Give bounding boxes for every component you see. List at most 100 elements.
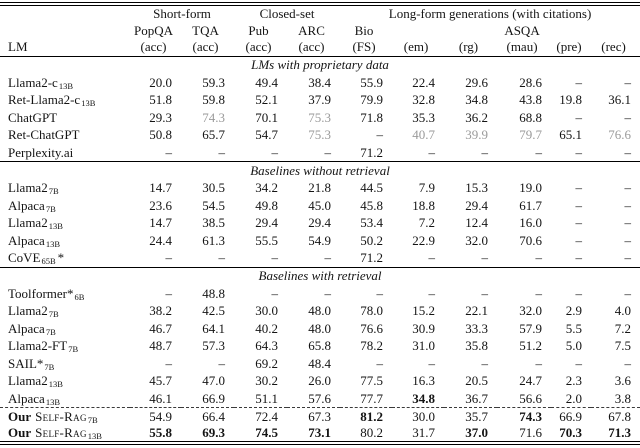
model-size-subscript: 13B <box>58 80 73 91</box>
model-name: Self-Rag <box>35 425 87 440</box>
metric-value-cell: – <box>481 355 489 371</box>
metric-value-cell: 48.0 <box>308 320 332 336</box>
table-row: Alpaca13B 46.1 66.9 51.1 57.6 77.7 34.8 36.7 56.… <box>0 390 640 408</box>
metric-value-cell: 64.3 <box>255 338 278 354</box>
column-task-header: ARC <box>298 22 325 38</box>
metric-value-cell: 16.3 <box>412 373 436 389</box>
metric-value-cell: 7.5 <box>614 338 632 354</box>
metric-value-cell: – <box>376 355 384 371</box>
metric-value-cell: 55.5 <box>255 232 278 248</box>
metric-value-cell: – <box>218 144 226 160</box>
metric-value-cell: 74.3 <box>202 109 225 125</box>
metric-value-cell: 19.0 <box>519 180 543 196</box>
header-corner-cell <box>0 22 130 39</box>
metric-value-cell: – <box>624 215 632 231</box>
metric-value-cell: 40.2 <box>255 320 278 336</box>
metric-value-cell: 18.8 <box>412 197 436 213</box>
metric-value-cell: – <box>428 285 436 301</box>
metric-value-cell: – <box>428 355 436 371</box>
lm-column-header: LM <box>0 39 130 57</box>
metric-value-cell: 68.8 <box>519 109 543 125</box>
model-name: Llama2 <box>8 215 48 231</box>
metric-value-cell: 80.2 <box>340 425 393 445</box>
metric-value-cell: 50.2 <box>360 232 384 248</box>
model-name-cell: Ret-Llama2-c13B <box>0 92 130 110</box>
metric-value-cell: 48.8 <box>202 285 225 301</box>
metric-value-cell: – <box>624 180 632 196</box>
metric-value-cell: 42.5 <box>202 303 225 319</box>
metric-value-cell: 59.3 <box>202 74 225 90</box>
metric-value-cell: – <box>575 355 583 371</box>
metric-value-cell: 26.0 <box>308 373 332 389</box>
metric-value-cell: – <box>624 197 632 213</box>
model-size-subscript: 7B <box>45 326 56 337</box>
model-name-cell: Perplexity.ai <box>0 144 130 162</box>
column-metric-header: (mau) <box>497 39 552 57</box>
metric-value-cell: 61.3 <box>202 232 225 248</box>
model-name-suffix: * <box>57 250 65 265</box>
metric-value-cell: 22.4 <box>412 74 436 90</box>
metric-value-cell: 30.0 <box>255 303 278 319</box>
metric-value-cell: 65.1 <box>559 127 583 143</box>
model-name: Ret-Llama2-c <box>8 92 81 108</box>
column-task-header <box>444 22 497 39</box>
column-task-header <box>591 22 640 39</box>
metric-value-cell: – <box>218 355 226 371</box>
metric-value-cell: – <box>324 285 332 301</box>
metric-value-cell: – <box>575 250 583 265</box>
column-task-header: Bio <box>354 22 374 38</box>
metric-value-cell: 71.6 <box>497 425 552 445</box>
metric-value-cell: 77.5 <box>360 373 384 389</box>
metric-value-cell: 49.4 <box>255 74 278 90</box>
metric-value-cell: 48.7 <box>149 338 172 354</box>
model-name: Alpaca <box>8 390 45 406</box>
header-corner-cell <box>0 2 130 22</box>
column-group-header: Long-form generations (with citations) <box>340 2 640 22</box>
metric-value-cell: 36.1 <box>608 92 632 108</box>
header-metric-row: LM (acc) (acc) (acc) (acc) (FS) (em) (rg) (mau)(… <box>0 39 640 57</box>
metric-value-cell: – <box>376 285 384 301</box>
metric-value-cell: 54.5 <box>202 197 225 213</box>
column-metric-header: (acc) <box>287 39 341 57</box>
metric-value-cell: 23.6 <box>149 197 172 213</box>
column-metric-header: (FS) <box>340 39 393 57</box>
metric-value-cell: – <box>324 144 332 160</box>
metric-value-cell: 75.3 <box>308 109 332 125</box>
metric-value-cell: 47.0 <box>202 373 225 389</box>
metric-value-cell: 30.5 <box>202 180 225 196</box>
metric-value-cell: 14.7 <box>149 215 172 231</box>
metric-value-cell: 65.8 <box>308 338 332 354</box>
table-row: Perplexity.ai – – – – 71.2 – – – – – <box>0 144 640 162</box>
metric-value-cell: – <box>481 250 489 265</box>
model-name-cell: Our Self-Rag13B <box>0 425 130 445</box>
table-row: Llama213B 14.7 38.5 29.4 29.4 53.4 7.2 12.4 16.0… <box>0 215 640 233</box>
metric-value-cell: 29.3 <box>149 109 172 125</box>
metric-value-cell: 38.5 <box>202 215 225 231</box>
metric-value-cell: – <box>624 144 632 160</box>
table-header: Short-form Closed-set Long-form generation… <box>0 2 640 57</box>
table-row: Ret-ChatGPT 50.8 65.7 54.7 75.3 – 40.7 39.9 79.7… <box>0 127 640 145</box>
metric-value-cell: 29.6 <box>465 74 489 90</box>
table-row: Alpaca7B 46.7 64.1 40.2 48.0 76.6 30.9 33.3 57.9… <box>0 320 640 338</box>
metric-value-cell: 34.2 <box>255 180 278 196</box>
table-row: Llama2-c13B 20.0 59.3 49.4 38.4 55.9 22.4 29.6 2… <box>0 74 640 92</box>
section-title-row: Baselines with retrieval <box>0 266 640 285</box>
metric-value-cell: 5.5 <box>565 320 583 336</box>
metric-value-cell: 32.0 <box>519 303 543 319</box>
metric-value-cell: – <box>271 144 279 160</box>
metric-value-cell: – <box>481 285 489 301</box>
metric-value-cell: 34.8 <box>465 92 489 108</box>
metric-value-cell: 75.3 <box>308 127 332 143</box>
metric-value-cell: 24.4 <box>149 232 172 248</box>
metric-value-cell: 32.0 <box>465 232 489 248</box>
metric-value-cell: – <box>624 355 632 371</box>
model-name: Llama2 <box>8 180 48 196</box>
metric-value-cell: 5.0 <box>565 338 583 354</box>
metric-value-cell: 55.8 <box>130 425 181 445</box>
metric-value-cell: 28.6 <box>519 74 543 90</box>
column-group-header: Closed-set <box>234 2 341 22</box>
model-name-cell: Toolformer*6B <box>0 285 130 303</box>
model-name: Llama2 <box>8 303 48 319</box>
metric-value-cell: 46.7 <box>149 320 172 336</box>
metric-value-cell: 44.5 <box>360 180 384 196</box>
